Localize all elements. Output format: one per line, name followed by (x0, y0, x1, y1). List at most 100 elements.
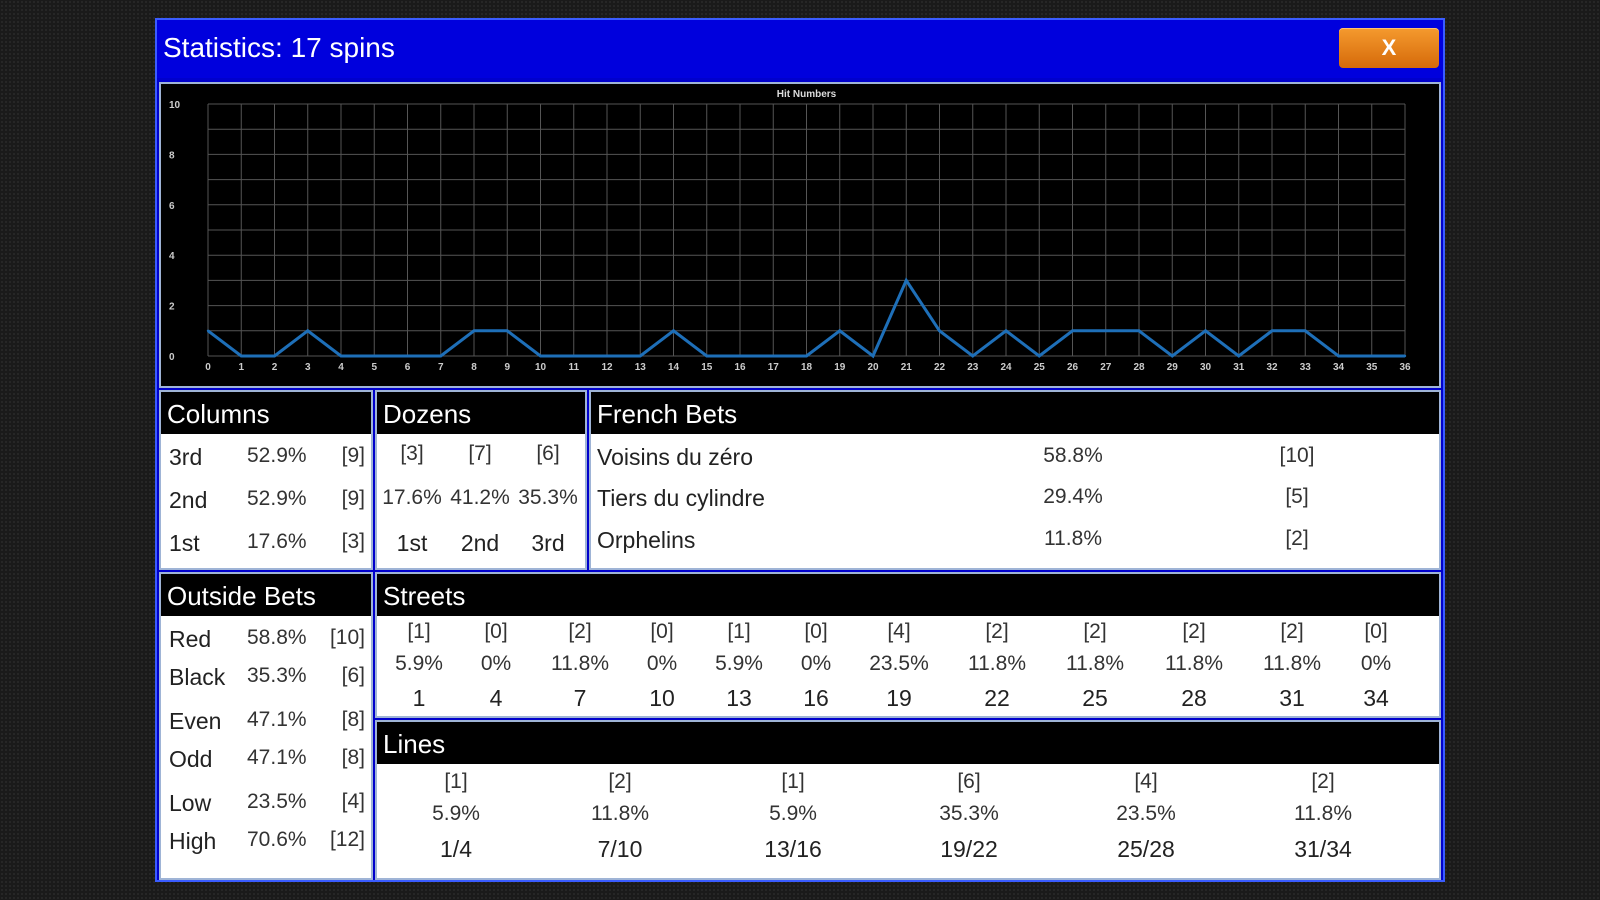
chart-x-tick-label: 23 (967, 362, 979, 373)
chart-x-tick-label: 35 (1366, 362, 1378, 373)
dialog-titlebar: Statistics: 17 spins X (157, 20, 1443, 78)
street-pct: 5.9% (715, 652, 763, 675)
column-pct: 52.9% (247, 444, 307, 467)
chart-data-point (639, 354, 642, 358)
chart-x-tick-label: 33 (1300, 362, 1312, 373)
column-pct: 17.6% (247, 530, 307, 553)
column-pct: 52.9% (247, 487, 307, 510)
dozen-label: 1st (396, 530, 428, 556)
chart-data-point (506, 329, 509, 332)
outside-bet-pct: 47.1% (247, 708, 307, 731)
chart-y-tick-label: 4 (169, 251, 175, 262)
column-count: [9] (341, 444, 365, 467)
street-label: 34 (1363, 685, 1389, 711)
chart-data-point (1304, 329, 1307, 332)
street-label: 1 (412, 685, 426, 711)
street-label: 7 (573, 685, 587, 711)
chart-data-point (805, 354, 808, 358)
chart-x-tick-label: 24 (1000, 362, 1012, 373)
chart-data-point (1038, 354, 1041, 358)
french-bet-count: [2] (1285, 527, 1309, 550)
street-count: [0] (650, 620, 674, 643)
line-bet-label: 7/10 (597, 836, 643, 862)
outside-bet-count: [4] (341, 790, 365, 813)
chart-x-tick-label: 18 (801, 362, 813, 373)
street-pct: 5.9% (395, 652, 443, 675)
street-pct: 0% (1360, 652, 1392, 675)
column-label: 3rd (169, 444, 203, 470)
chart-data-point (273, 354, 276, 358)
chart-x-tick-label: 9 (504, 362, 510, 373)
street-count: [0] (484, 620, 508, 643)
chart-title: Hit Numbers (777, 89, 837, 100)
dozen-count: [6] (536, 442, 560, 465)
french-bet-label: Tiers du cylindre (597, 485, 765, 511)
line-bet-count: [2] (1311, 770, 1335, 793)
chart-x-tick-label: 28 (1133, 362, 1145, 373)
line-bet-label: 31/34 (1294, 836, 1352, 862)
chart-data-point (1337, 354, 1340, 358)
street-count: [2] (568, 620, 592, 643)
chart-x-tick-label: 20 (867, 362, 879, 373)
outside-bets-panel: Outside Bets Red 58.8% [10] Black 35.3% [6] Ev… (159, 572, 373, 880)
chart-data-point (938, 329, 941, 332)
column-label: 1st (169, 530, 200, 556)
chart-x-tick-label: 31 (1233, 362, 1245, 373)
french-bet-label: Voisins du zéro (597, 444, 753, 470)
line-bet-count: [4] (1134, 770, 1158, 793)
chart-data-point (738, 354, 742, 358)
outside-bet-pct: 23.5% (247, 790, 307, 813)
columns-panel: Columns 3rd 52.9% [9] 2nd 52.9% [9] 1st 17.6% [3… (159, 390, 373, 570)
dialog-title: Statistics: 17 spins (163, 32, 395, 63)
street-count: [0] (804, 620, 828, 643)
streets-title: Streets (377, 574, 1439, 616)
chart-x-tick-label: 32 (1266, 362, 1278, 373)
outside-bet-pct: 47.1% (247, 746, 307, 769)
outside-bet-label: Odd (169, 746, 213, 772)
french-bet-count: [10] (1279, 444, 1315, 467)
chart-data-point (240, 354, 243, 358)
chart-data-point (1403, 354, 1407, 358)
chart-x-tick-label: 8 (471, 362, 477, 373)
chart-y-tick-label: 2 (169, 302, 175, 313)
chart-x-tick-label: 13 (635, 362, 647, 373)
dozens-panel: Dozens [3] 17.6% 1st [7] 41.2% 2nd [6] 35.3% 3rd (375, 390, 587, 570)
chart-x-tick-label: 1 (238, 362, 244, 373)
chart-x-tick-label: 2 (272, 362, 278, 373)
columns-title: Columns (161, 392, 371, 434)
chart-data-point (572, 354, 575, 358)
statistics-dialog: Statistics: 17 spins X Hit Numbers 0 1 2 3 4 5… (155, 18, 1445, 882)
chart-data-point (306, 329, 309, 332)
outside-bet-count: [8] (341, 746, 365, 769)
street-count: [4] (887, 620, 911, 643)
chart-data-point (1370, 354, 1373, 358)
outside-bet-label: Low (169, 790, 212, 816)
chart-data-point (1204, 329, 1207, 332)
french-bet-count: [5] (1285, 485, 1309, 508)
chart-x-tick-label: 29 (1167, 362, 1179, 373)
street-label: 10 (649, 685, 675, 711)
chart-x-tick-label: 19 (834, 362, 846, 373)
line-bet-count: [1] (444, 770, 468, 793)
street-count: [0] (1364, 620, 1388, 643)
chart-x-tick-label: 4 (338, 362, 344, 373)
chart-y-tick-label: 8 (169, 150, 175, 161)
street-pct: 0% (800, 652, 832, 675)
column-label: 2nd (169, 487, 208, 513)
chart-data-point (1171, 354, 1174, 358)
chart-data-point (406, 354, 409, 358)
outside-bet-count: [10] (329, 626, 365, 649)
close-button[interactable]: X (1339, 28, 1439, 68)
chart-x-tick-label: 6 (405, 362, 411, 373)
chart-data-point (1071, 329, 1074, 332)
chart-data-point (1137, 329, 1141, 332)
dozen-pct: 41.2% (450, 486, 510, 509)
street-label: 28 (1181, 685, 1207, 711)
street-count: [2] (1280, 620, 1304, 643)
outside-bet-count: [6] (341, 664, 365, 687)
chart-data-point (838, 329, 841, 332)
line-bet-label: 1/4 (440, 836, 472, 862)
chart-x-tick-label: 30 (1200, 362, 1212, 373)
street-label: 19 (886, 685, 912, 711)
